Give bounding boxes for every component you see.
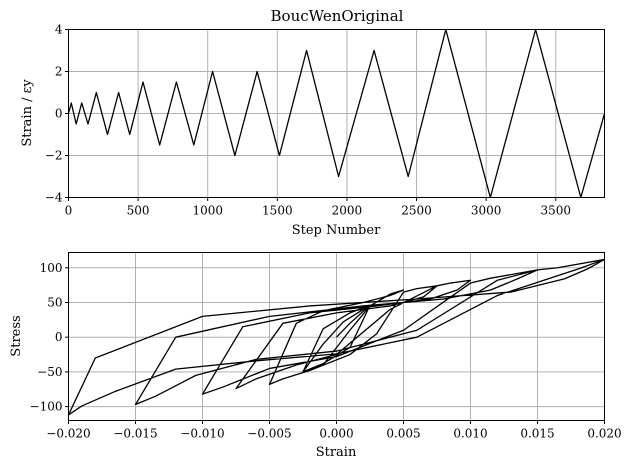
strain-history-plot: BoucWenOriginal 0 500 1000 1500 2000 2500 3000… — [20, 7, 606, 238]
x-axis-label: Step Number — [292, 223, 381, 238]
y-tick-label: −2 — [45, 149, 63, 163]
hysteresis-plot: −0.020 −0.015 −0.010 −0.005 0.000 0.005 0.010 0… — [9, 252, 622, 460]
series-group — [67, 28, 606, 199]
x-tick-label: −0.020 — [46, 427, 90, 441]
x-tick-label: 0.010 — [453, 427, 487, 441]
y-tick-label: 4 — [55, 23, 63, 37]
x-tick-label: 0.020 — [587, 427, 621, 441]
x-tick-label: 3000 — [471, 204, 502, 218]
x-tick-label: 0.015 — [520, 427, 554, 441]
y-axis-label: Stress — [9, 315, 24, 356]
x-tick-label: 1000 — [192, 204, 223, 218]
x-tick-label: 1500 — [262, 204, 293, 218]
y-tick-label: 0 — [55, 107, 63, 121]
x-tick-label: 500 — [127, 204, 150, 218]
x-tick-label: 0.000 — [319, 427, 353, 441]
y-tick-labels: −100 −50 0 50 100 — [30, 261, 69, 414]
y-tick-label: 0 — [55, 330, 63, 344]
x-tick-label: −0.010 — [180, 427, 224, 441]
x-tick-label: 2500 — [401, 204, 432, 218]
y-tick-label: 50 — [47, 295, 62, 309]
x-tick-label: 3500 — [540, 204, 571, 218]
y-tick-label: 100 — [40, 261, 63, 275]
x-tick-label: 2000 — [332, 204, 363, 218]
grid — [68, 29, 605, 198]
y-tick-label: 2 — [55, 65, 63, 79]
y-tick-label: −100 — [30, 400, 63, 414]
x-tick-label: −0.005 — [247, 427, 291, 441]
y-tick-label: −4 — [45, 191, 63, 205]
series-line — [67, 28, 606, 199]
x-tick-label: 0 — [65, 204, 73, 218]
x-tick-labels: −0.020 −0.015 −0.010 −0.005 0.000 0.005 0.010 0… — [46, 420, 622, 441]
series-group — [67, 258, 606, 416]
y-tick-label: −50 — [37, 365, 62, 379]
x-tick-label: 0.005 — [386, 427, 420, 441]
y-tick-labels: −4 −2 0 2 4 — [45, 23, 69, 205]
chart-title: BoucWenOriginal — [271, 7, 404, 25]
x-axis-label: Strain — [316, 445, 357, 460]
x-tick-label: −0.015 — [113, 427, 157, 441]
y-axis-label: Strain / εy — [20, 79, 35, 147]
x-tick-labels: 0 500 1000 1500 2000 2500 3000 3500 — [65, 197, 571, 218]
series-line — [67, 258, 606, 416]
